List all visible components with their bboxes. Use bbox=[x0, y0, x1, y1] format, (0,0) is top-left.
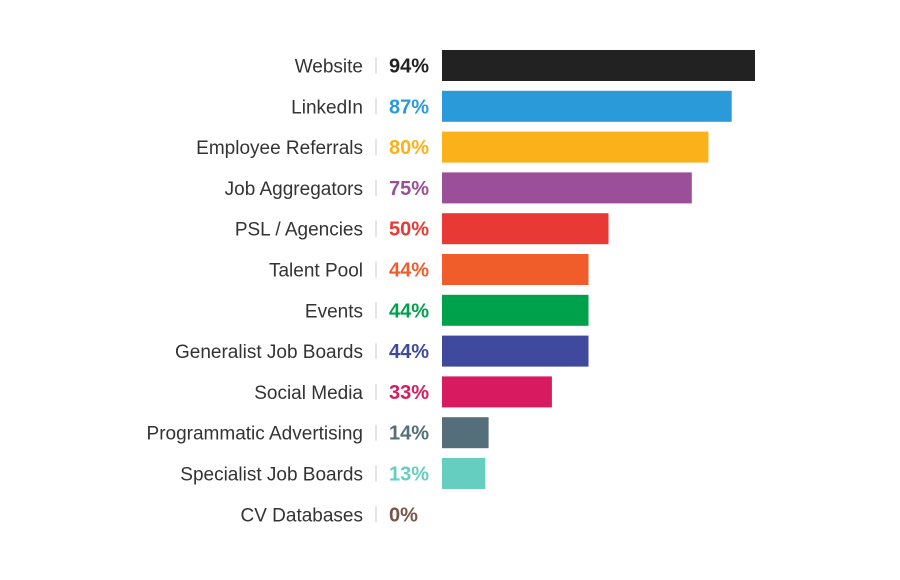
value-label: 33% bbox=[389, 382, 429, 404]
chart-rows: Website 94% LinkedIn 87% Employee Referrals 8… bbox=[147, 50, 755, 526]
chart-row: Employee Referrals 80% bbox=[196, 131, 709, 163]
chart-row: PSL / Agencies 50% bbox=[235, 213, 609, 245]
chart-row: Programmatic Advertising 14% bbox=[147, 417, 489, 449]
bar bbox=[442, 254, 589, 285]
value-label: 94% bbox=[389, 56, 429, 78]
value-label: 87% bbox=[389, 96, 429, 118]
category-label: Talent Pool bbox=[269, 261, 363, 282]
category-label: Website bbox=[295, 57, 363, 78]
value-label: 44% bbox=[389, 300, 429, 322]
category-label: Generalist Job Boards bbox=[175, 342, 363, 363]
value-label: 13% bbox=[389, 464, 429, 486]
chart-row: LinkedIn 87% bbox=[291, 90, 732, 122]
value-label: 50% bbox=[389, 219, 429, 241]
chart-row: Events 44% bbox=[305, 294, 589, 326]
chart-row: Job Aggregators 75% bbox=[225, 172, 692, 204]
category-label: PSL / Agencies bbox=[235, 220, 363, 241]
category-label: Programmatic Advertising bbox=[147, 424, 363, 445]
chart-row: CV Databases 0% bbox=[240, 504, 418, 526]
bar bbox=[442, 376, 552, 408]
category-label: Social Media bbox=[254, 383, 363, 404]
bar bbox=[442, 294, 589, 326]
value-label: 75% bbox=[389, 178, 429, 200]
value-label: 80% bbox=[389, 137, 429, 159]
bar bbox=[442, 172, 692, 204]
category-label: Job Aggregators bbox=[225, 179, 363, 200]
bar bbox=[442, 213, 609, 245]
category-label: Specialist Job Boards bbox=[180, 465, 363, 486]
chart-row: Talent Pool 44% bbox=[269, 254, 589, 285]
value-label: 44% bbox=[389, 260, 429, 282]
bar bbox=[442, 131, 709, 163]
value-label: 14% bbox=[389, 423, 429, 445]
chart-row: Social Media 33% bbox=[254, 376, 552, 408]
category-label: Employee Referrals bbox=[196, 138, 363, 159]
value-label: 0% bbox=[389, 504, 418, 526]
bar bbox=[442, 335, 589, 367]
chart-row: Generalist Job Boards 44% bbox=[175, 335, 589, 367]
chart-row: Website 94% bbox=[295, 50, 755, 81]
category-label: Events bbox=[305, 301, 363, 322]
value-label: 44% bbox=[389, 341, 429, 363]
bar bbox=[442, 458, 486, 489]
bar bbox=[442, 50, 755, 81]
category-label: LinkedIn bbox=[291, 97, 363, 118]
category-label: CV Databases bbox=[240, 505, 363, 526]
bar bbox=[442, 90, 732, 122]
bar bbox=[442, 417, 489, 449]
chart-row: Specialist Job Boards 13% bbox=[180, 458, 486, 489]
